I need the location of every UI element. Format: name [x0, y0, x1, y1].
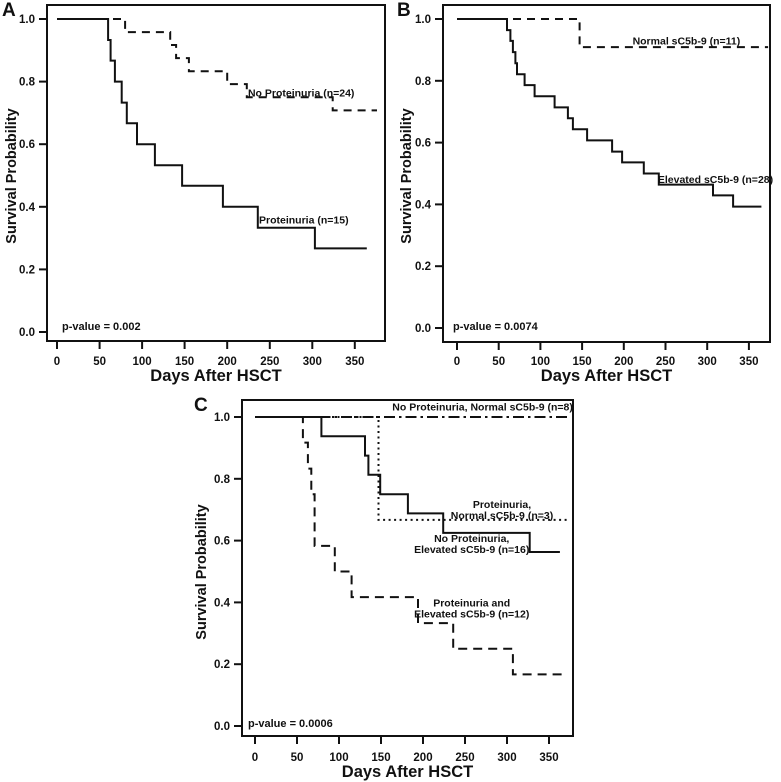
curve-label: Elevated sC5b-9 (n=28)	[658, 174, 773, 186]
y-tick-label: 0.0	[19, 327, 35, 339]
x-tick-label: 0	[252, 752, 258, 764]
x-tick-label: 50	[93, 356, 106, 368]
panel-letter: B	[397, 0, 411, 21]
curve-solid-a	[57, 18, 367, 250]
x-axis-title: Days After HSCT	[342, 763, 473, 781]
y-tick-label: 0.4	[214, 597, 231, 609]
y-tick-label: 0.8	[415, 76, 432, 88]
x-tick-label: 100	[133, 356, 152, 368]
x-tick-label: 300	[497, 752, 516, 764]
x-tick-label: 350	[539, 752, 558, 764]
panel-b: 0 50 100 150 200 250 300 350 1.0 0.8 0.6 0.4 0.2 0.0 D…	[397, 0, 773, 385]
p-value-label: p-value = 0.0074	[453, 321, 539, 333]
y-tick-label: 1.0	[415, 14, 431, 26]
curve-dashed-b	[457, 18, 769, 49]
x-axis-title: Days After HSCT	[150, 367, 281, 385]
p-value-label: p-value = 0.0006	[248, 718, 333, 730]
plot-box-c	[241, 399, 574, 737]
curve-solid-c	[255, 416, 560, 553]
p-value-label: p-value = 0.002	[62, 321, 141, 333]
x-tick-label: 200	[413, 752, 432, 764]
x-tick-label: 300	[303, 356, 322, 368]
y-tick-label: 0.0	[415, 323, 431, 335]
curve-label: Normal sC5b-9 (n=11)	[633, 36, 741, 48]
y-tick-label: 0.4	[415, 199, 432, 211]
plot-box-b	[442, 4, 771, 343]
y-tick-label: 0.4	[19, 202, 36, 214]
y-tick-label: 0.6	[415, 138, 431, 150]
curve-label: No Proteinuria,	[434, 533, 509, 545]
y-axis-title: Survival Probability	[399, 108, 415, 243]
x-tick-label: 0	[54, 356, 60, 368]
x-tick-label: 100	[329, 752, 348, 764]
curve-longdash-c	[255, 416, 562, 676]
curve-label: Elevated sC5b-9 (n=16)	[414, 544, 529, 556]
x-tick-label: 150	[175, 356, 194, 368]
x-tick-label: 150	[573, 356, 592, 368]
x-tick-label: 300	[698, 356, 717, 368]
y-tick-label: 0.6	[214, 536, 230, 548]
y-tick-label: 0.2	[19, 264, 35, 276]
y-tick-label: 1.0	[214, 412, 230, 424]
x-tick-label: 100	[531, 356, 550, 368]
curve-label: Proteinuria and	[433, 597, 510, 609]
y-axis-title: Survival Probability	[4, 108, 20, 243]
y-axis-title: Survival Probability	[194, 504, 210, 639]
curve-label: No Proteinuria (n=24)	[248, 87, 354, 99]
plot-box-a	[46, 4, 386, 342]
curve-label: Elevated sC5b-9 (n=12)	[414, 608, 529, 620]
x-axis-title: Days After HSCT	[541, 367, 672, 385]
x-tick-label: 200	[614, 356, 633, 368]
curve-solid-b	[457, 18, 762, 208]
y-tick-label: 1.0	[19, 14, 35, 26]
curve-label: Proteinuria (n=15)	[259, 215, 349, 227]
curve-dashed-a	[57, 18, 377, 112]
x-tick-label: 350	[345, 356, 364, 368]
curve-label: Normal sC5b-9 (n=3)	[451, 510, 553, 522]
x-tick-label: 0	[454, 356, 460, 368]
y-tick-label: 0.0	[214, 721, 230, 733]
panel-letter: A	[2, 0, 16, 21]
curve-label: Proteinuria,	[473, 499, 531, 511]
y-tick-label: 0.8	[19, 77, 36, 89]
curve-label: No Proteinuria, Normal sC5b-9 (n=8)	[392, 401, 573, 413]
x-tick-label: 250	[260, 356, 279, 368]
x-tick-label: 50	[492, 356, 505, 368]
y-tick-label: 0.2	[214, 659, 230, 671]
x-tick-label: 350	[739, 356, 758, 368]
panel-letter: C	[194, 395, 208, 416]
y-tick-label: 0.8	[214, 474, 231, 486]
x-tick-label: 200	[218, 356, 237, 368]
panel-c: 0 50 100 150 200 250 300 350 1.0 0.8 0.6 0.4 0.2 0.0 D…	[194, 395, 574, 781]
x-tick-label: 250	[656, 356, 675, 368]
y-tick-label: 0.6	[19, 139, 35, 151]
y-tick-label: 0.2	[415, 261, 431, 273]
x-tick-label: 150	[371, 752, 390, 764]
x-tick-label: 250	[455, 752, 474, 764]
x-tick-label: 50	[291, 752, 304, 764]
panel-a: 0 50 100 150 200 250 300 350 1.0 0.8 0.6 0.4 0.2 0.0 D…	[2, 0, 386, 385]
